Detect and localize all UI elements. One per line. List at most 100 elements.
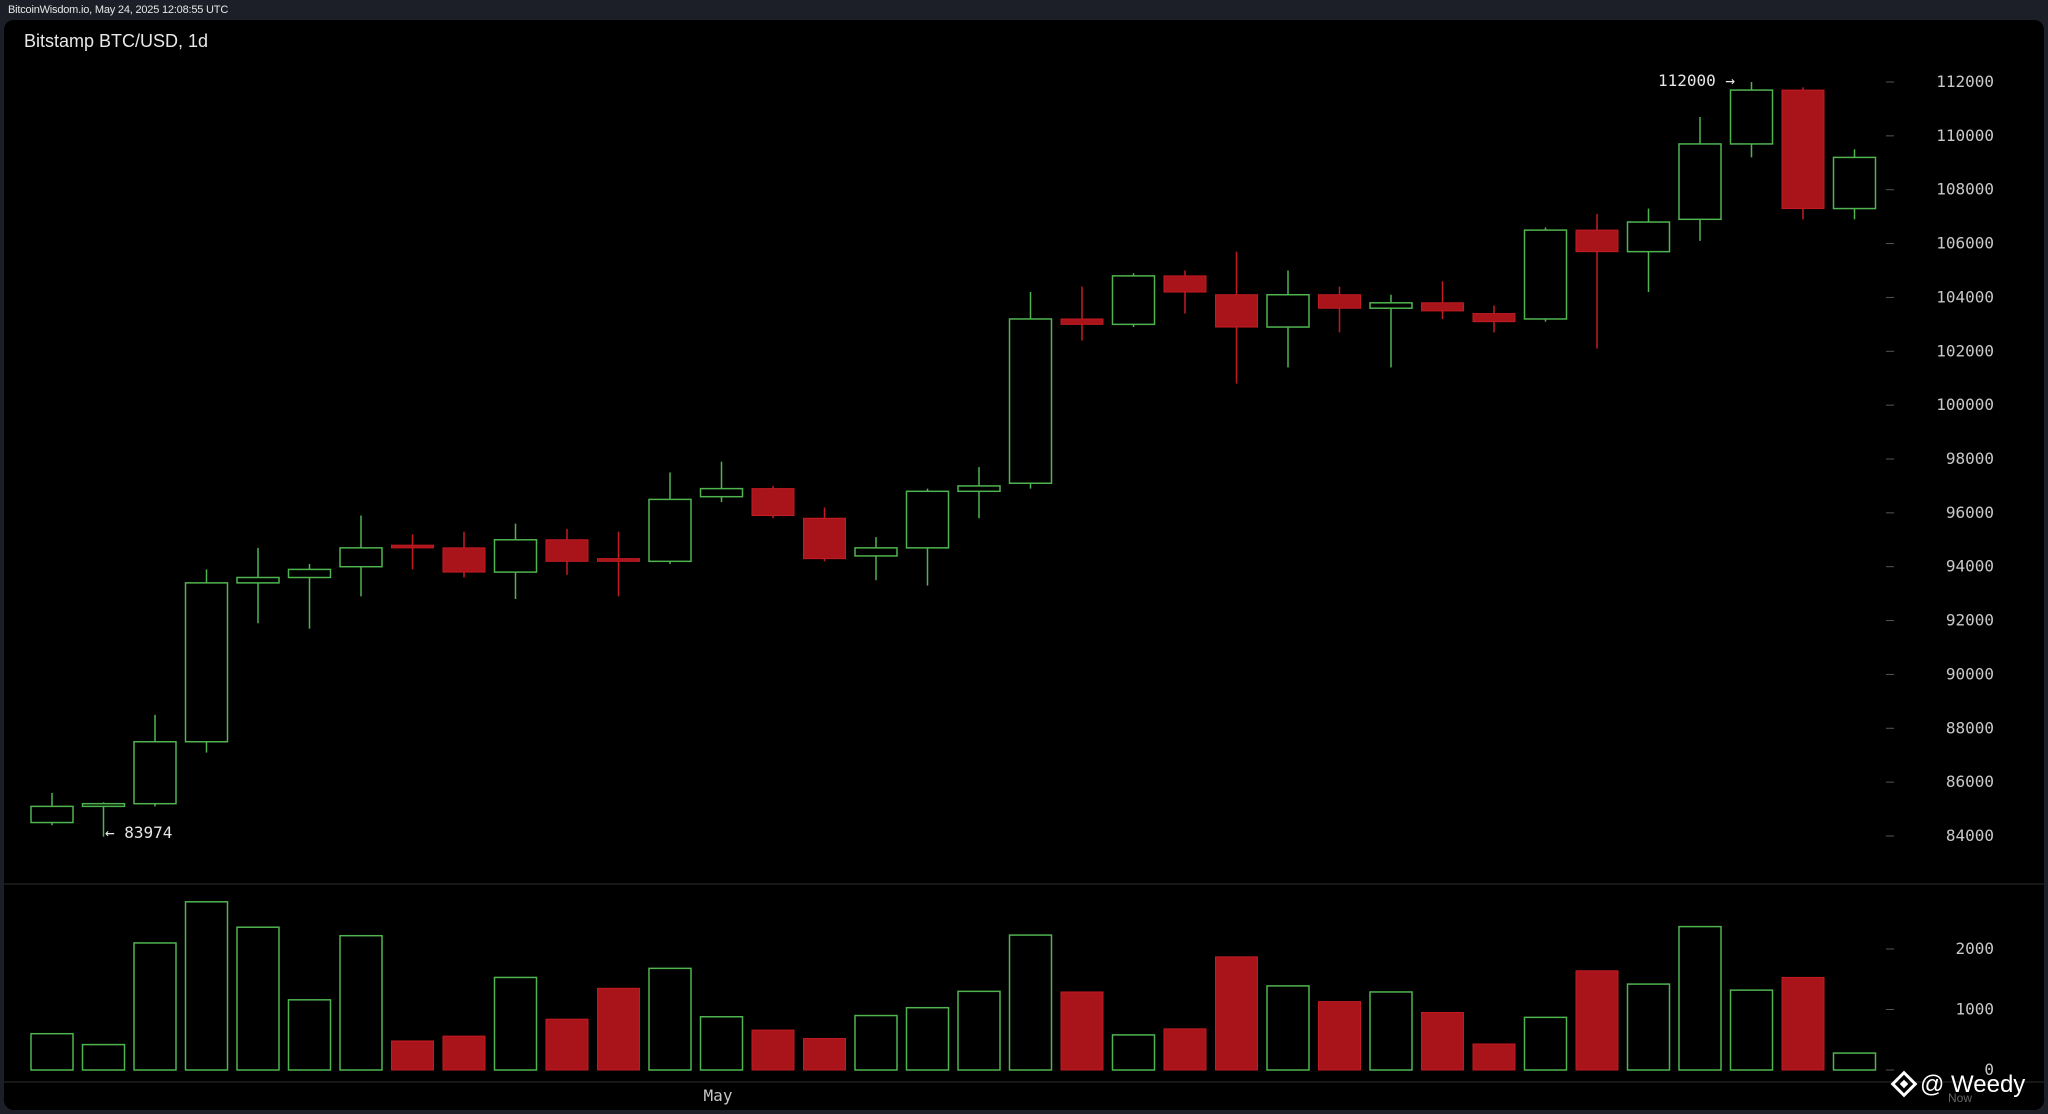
candle [1832,149,1877,220]
candle [493,523,538,600]
volume-tick-label: 1000 [1955,1000,1994,1019]
capture-header: BitcoinWisdom.io, May 24, 2025 12:08:55 … [0,0,2048,20]
candle-body-down [391,544,434,549]
candle-body-down [1781,89,1825,210]
candle-body-down [442,547,486,573]
volume-bar-down [1781,976,1825,1071]
candles-layer [30,82,1877,837]
volume-bar-up [905,1006,950,1071]
candle-body-up [1369,302,1413,309]
price-tick-label: 102000 [1936,341,1994,360]
watermark: @ Weedy [1890,1070,2025,1098]
candle [30,792,74,826]
price-tick-label: 92000 [1946,611,1994,630]
volume-bar-up [1832,1052,1877,1071]
volume-tick-label: 2000 [1955,939,1994,958]
volume-bar-up [1266,985,1310,1071]
volume-bar-up [81,1043,126,1071]
candle-body-up [1111,275,1156,326]
price-tick-label: 88000 [1946,718,1994,737]
candle [751,485,795,519]
candle-body-down [545,539,589,562]
candle [1266,270,1310,368]
price-tick-label: 94000 [1946,557,1994,576]
candle-body-up [30,805,74,824]
volume-bar-up [493,976,538,1071]
volume-bar-down [803,1038,846,1071]
candle-body-up [493,539,538,573]
volume-bar-down [545,1018,589,1071]
volume-bar-down [442,1035,486,1071]
capture-timestamp: BitcoinWisdom.io, May 24, 2025 12:08:55 … [8,4,229,16]
candle [905,488,950,586]
volume-tick-label: 0 [1984,1060,1994,1079]
candle [803,507,846,562]
candle [442,531,486,578]
candle [597,531,640,597]
candle [1060,286,1104,341]
candle-body-up [1729,89,1774,145]
candle [391,534,434,570]
volume-bar-down [597,987,640,1071]
price-tick-label: 90000 [1946,664,1994,683]
candle [854,537,898,581]
candle [648,472,692,565]
candle [1781,87,1825,220]
candle-body-down [1318,294,1361,309]
candle [81,802,126,837]
volume-bar-up [854,1014,898,1071]
volume-bar-up [287,999,332,1071]
volume-axis: 0 1000 2000 [1886,939,1994,1079]
candle-body-down [803,517,846,560]
candle-body-down [751,488,795,517]
candle [184,569,229,753]
candle [1008,292,1053,489]
volume-bar-up [1008,934,1053,1071]
volume-bar-up [1626,983,1671,1071]
volume-bar-up [957,990,1001,1071]
chart-title: Bitstamp BTC/USD, 1d [24,31,208,51]
price-tick-label: 86000 [1946,772,1994,791]
candle-body-down [1421,302,1464,312]
candle [1523,227,1568,322]
candle-body-up [1678,143,1722,221]
price-tick-label: 110000 [1936,126,1994,145]
candlestick-chart[interactable]: Bitstamp BTC/USD, 1d 84000 86000 88000 9000… [4,20,2044,1110]
volume-bar-up [1369,991,1413,1071]
volume-bar-down [1060,991,1104,1071]
candle [1369,294,1413,368]
volume-bar-up [1523,1016,1568,1071]
candle [1626,208,1671,293]
volume-bar-up [236,926,280,1071]
candle-body-up [1626,221,1671,253]
candle [339,515,383,597]
candle-body-down [1215,294,1258,328]
price-tick-label: 100000 [1936,395,1994,414]
candle [545,529,589,575]
volume-bar-down [391,1040,434,1071]
candle-body-up [339,547,383,568]
price-tick-label: 96000 [1946,503,1994,522]
candle [287,564,332,629]
candle [1215,251,1258,384]
candle [1163,270,1207,314]
candle-body-up [1523,229,1568,320]
annotations-layer: 112000 → ← 83974 [105,71,1735,842]
candle [1729,82,1774,158]
candle-body-down [597,558,640,562]
candle [133,714,177,807]
candle-body-up [905,490,950,549]
candle-body-up [957,485,1001,493]
chart-canvas[interactable]: Bitstamp BTC/USD, 1d 84000 86000 88000 9000… [4,20,2044,1110]
volume-bar-up [30,1032,74,1071]
volume-bar-up [648,967,692,1071]
volume-bar-up [1678,925,1722,1071]
candle-body-up [287,568,332,579]
volume-bar-up [339,934,383,1071]
price-tick-label: 98000 [1946,449,1994,468]
candle [699,461,744,503]
watermark-text: @ Weedy [1920,1071,2025,1098]
candle-body-up [1832,156,1877,210]
candle [1575,213,1619,349]
